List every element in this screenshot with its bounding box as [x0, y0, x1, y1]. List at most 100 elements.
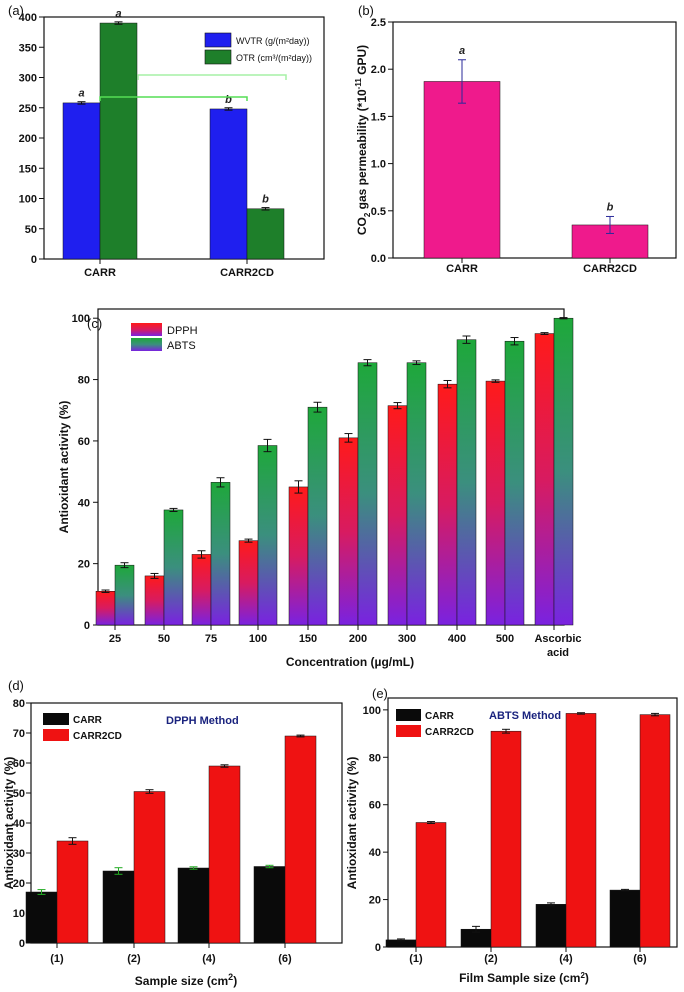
bar-d-carr-3	[253, 866, 286, 944]
y-axis-title-c: Antioxidant activity (%)	[57, 401, 71, 534]
legend-label-carr2cd-d: CARR2CD	[73, 731, 122, 742]
y-tick-label-e: 60	[369, 800, 381, 812]
bar-c-abts-3	[257, 445, 278, 626]
y-tick-label-c: 0	[84, 620, 90, 632]
legend-swatch-carr-d	[43, 713, 69, 725]
bar-c-abts-1	[163, 509, 184, 626]
legend-a: WVTR (g/(m²day)) OTR (cm³/(m²day))	[204, 32, 312, 65]
x-tick-label-d: (2)	[127, 953, 141, 965]
legend-label-abts: ABTS	[167, 340, 196, 352]
bar-c-dpph-8	[485, 380, 506, 626]
bar-c-abts-5	[357, 362, 378, 626]
legend-swatch-abts	[131, 338, 162, 351]
y-tick-label-e: 80	[369, 752, 381, 764]
y-tick-label-b: 2.5	[371, 17, 386, 29]
y-tick-label-e: 100	[363, 705, 381, 717]
bar-c-dpph-3	[238, 540, 259, 626]
y-tick-label-a: 250	[19, 103, 37, 115]
y-tick-label-a: 350	[19, 42, 37, 54]
y-tick-label-e: 40	[369, 847, 381, 859]
panel-label-e: (e)	[372, 686, 388, 701]
bar-c-dpph-5	[338, 437, 359, 626]
y-axis-c: 0 20 40 60 80 100	[72, 313, 98, 632]
y-tick-label-c: 20	[78, 559, 90, 571]
x-tick-label-d: (4)	[202, 953, 216, 965]
y-tick-label-d: 20	[13, 878, 25, 890]
y-tick-label-a: 150	[19, 163, 37, 175]
legend-label-dpph: DPPH	[167, 325, 198, 337]
legend-label-wvtr: WVTR (g/(m²day))	[236, 36, 310, 46]
legend-swatch-wvtr	[204, 32, 232, 48]
bar-e-carr-2	[535, 904, 567, 948]
x-tick-label-d: (1)	[50, 953, 64, 965]
y-tick-label-d: 30	[13, 848, 25, 860]
y-axis-e: 0 20 40 60 80 100	[363, 705, 388, 954]
bar-c-abts-9	[553, 317, 574, 626]
y-tick-label-e: 20	[369, 895, 381, 907]
y-tick-label-b: 1.0	[371, 159, 386, 171]
bars-a: a b a b	[62, 8, 285, 260]
bar-d-carr-1	[102, 870, 135, 944]
legend-e: CARR CARR2CD	[396, 709, 474, 738]
significance-letter-b: a	[459, 45, 465, 57]
bar-c-dpph-7	[437, 383, 458, 626]
method-label-e: ABTS Method	[489, 710, 561, 722]
x-tick-label-e: (2)	[484, 953, 498, 965]
bar-c-dpph-4	[288, 486, 309, 626]
legend-label-carr-d: CARR	[73, 715, 103, 726]
y-tick-label-d: 10	[13, 908, 25, 920]
x-tick-label-c: 300	[398, 633, 416, 645]
x-tick-label-c: 75	[205, 633, 217, 645]
x-tick-label-a: CARR2CD	[220, 267, 274, 279]
panel-label-d: (d)	[8, 678, 24, 693]
bar-a-wvtr-1	[209, 108, 248, 260]
bar-d-carr-2	[177, 867, 210, 944]
bar-b-co2-0	[423, 81, 501, 259]
bar-c-dpph-9	[534, 333, 555, 626]
significance-letter-b: b	[607, 201, 614, 213]
legend-swatch-carr2cd-d	[43, 729, 69, 741]
x-tick-label-c: Ascorbic acid	[534, 633, 581, 659]
x-tick-label-b: CARR2CD	[583, 263, 637, 275]
significance-letter-a: b	[262, 194, 269, 206]
y-tick-label-a: 200	[19, 133, 37, 145]
x-tick-label-c: 200	[349, 633, 367, 645]
y-tick-label-a: 50	[25, 224, 37, 236]
x-axis-title-e: Film Sample size (cm2)	[459, 971, 589, 985]
x-axis-b: CARR CARR2CD	[446, 258, 637, 275]
bar-c-abts-2	[210, 482, 231, 626]
y-tick-label-b: 1.5	[371, 111, 386, 123]
significance-bracket-wvtr	[99, 96, 248, 101]
y-tick-label-d: 0	[19, 938, 25, 950]
legend-label-otr: OTR (cm³/(m²day))	[236, 53, 312, 63]
y-tick-label-a: 0	[31, 254, 37, 266]
panel-b: (b) 0.00.51.01.52.02.5 ab CARR CARR2CD CO…	[354, 3, 677, 275]
bar-c-abts-7	[456, 339, 477, 626]
bar-a-otr-0	[99, 22, 138, 260]
x-axis-d: (1) (2) (4) (6)	[50, 943, 292, 965]
y-tick-label-b: 0.0	[371, 253, 386, 265]
bar-c-dpph-6	[387, 405, 408, 626]
y-tick-label-a: 400	[19, 12, 37, 24]
x-tick-label-e: (4)	[559, 953, 573, 965]
y-tick-label-a: 300	[19, 73, 37, 85]
bar-d-carr2cd-2	[208, 765, 241, 944]
bars-c	[95, 317, 574, 626]
y-tick-label-c: 100	[72, 313, 90, 325]
panel-label-b: (b)	[358, 3, 374, 18]
legend-swatch-dpph	[131, 323, 162, 336]
legend-label-carr-e: CARR	[425, 711, 455, 722]
x-axis-c: 25 50 75 100 150 200 300 400 500 Ascorbic acid	[109, 625, 582, 659]
y-axis-title-d: Antioxidant activity (%)	[2, 757, 16, 890]
panel-label-a: (a)	[8, 3, 24, 18]
y-tick-label-c: 40	[78, 497, 90, 509]
y-axis-b: 0.0 0.5 1.0 1.5 2.0 2.5	[371, 17, 393, 265]
bar-d-carr2cd-1	[133, 791, 166, 944]
x-axis-title-c: Concentration (µg/mL)	[286, 655, 414, 669]
legend-c: DPPH ABTS	[131, 323, 198, 352]
x-tick-label-c: 25	[109, 633, 121, 645]
y-axis-d: 0 10 20 30 40 50 60 70 80	[13, 698, 31, 950]
